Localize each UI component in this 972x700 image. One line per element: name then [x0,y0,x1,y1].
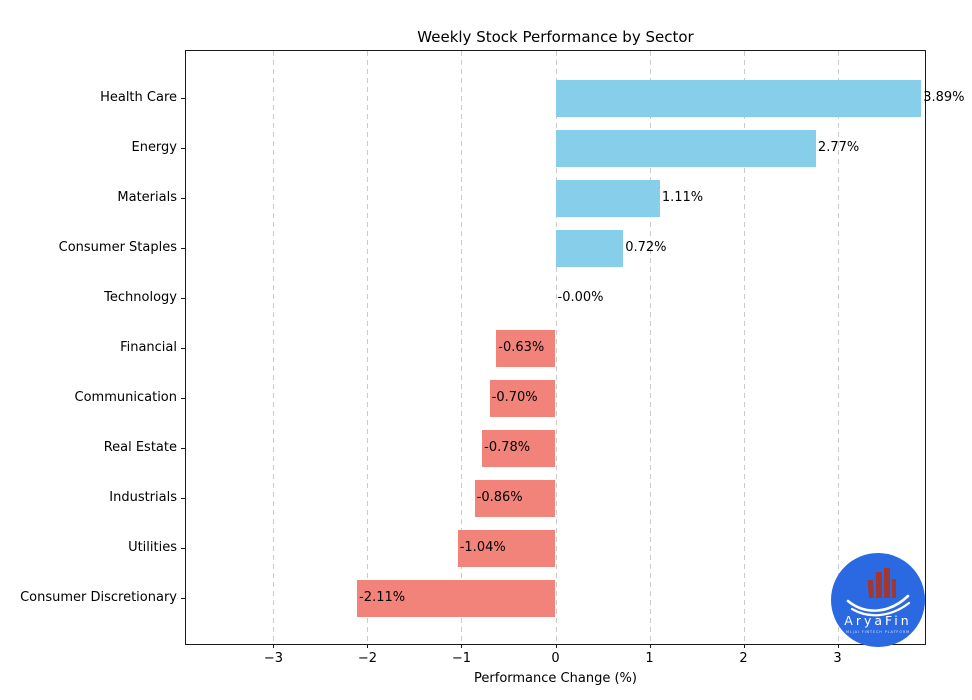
x-tick-mark [273,644,275,648]
y-tick-label: Financial [120,340,177,355]
y-tick-label: Energy [131,140,177,155]
y-tick-label: Utilities [128,540,177,555]
logo-tagline-text: ML|AI FINTECH PLATFORM [846,630,910,634]
y-tick-label: Industrials [109,490,177,505]
bar [457,529,556,567]
gridline [461,51,463,644]
bar-value-label: -0.70% [491,390,538,405]
y-tick-label: Real Estate [103,440,177,455]
gridline [837,51,839,644]
y-tick-mark [181,548,186,549]
bar [555,129,816,167]
y-tick-label: Materials [117,190,177,205]
y-tick-mark [181,148,186,149]
logo-buildings-icon [867,568,896,599]
bar [357,579,556,617]
logo-swoosh-icon [846,594,911,617]
y-tick-label: Health Care [100,90,177,105]
x-tick-label: −1 [451,651,472,666]
bar-value-label: -1.04% [459,540,506,555]
bar-value-label: 1.11% [661,190,704,205]
y-tick-mark [181,298,186,299]
bar [555,79,922,117]
y-tick-mark [181,598,186,599]
bar [474,479,556,517]
y-tick-mark [181,98,186,99]
y-tick-mark [181,498,186,499]
x-tick-mark [367,644,369,648]
y-tick-label: Technology [104,290,177,305]
y-tick-mark [181,248,186,249]
x-tick-label: 2 [739,651,748,666]
bar-value-label: -0.63% [498,340,545,355]
y-tick-mark [181,198,186,199]
bar-value-label: -0.00% [557,290,604,305]
y-tick-label: Consumer Discretionary [20,590,177,605]
bar [489,379,556,417]
bar [555,179,660,217]
y-tick-mark [181,348,186,349]
bar [555,229,624,267]
x-tick-label: 1 [645,651,654,666]
y-tick-label: Consumer Staples [58,240,177,255]
y-tick-mark [181,398,186,399]
x-tick-label: −3 [263,651,284,666]
bar-value-label: -0.86% [476,490,523,505]
bar-value-label: 3.89% [923,90,965,105]
aryafin-logo: AryaFin ML|AI FINTECH PLATFORM [831,553,925,647]
x-tick-label: 3 [833,651,842,666]
x-tick-label: −2 [357,651,378,666]
bar-value-label: -2.11% [359,590,406,605]
plot-area: −3 −2 −1 0 1 2 3 3.89% Health Care 2.77% Energy 1.1… [20,50,965,666]
logo-brand-text: AryaFin [844,613,911,628]
gridline [367,51,369,644]
logo-circle [831,553,925,647]
bar [482,429,556,467]
bar-value-label: -0.78% [484,440,531,455]
x-axis-label: Performance Change (%) [474,671,637,686]
bar-value-label: 2.77% [817,140,860,155]
gridline [743,51,745,644]
chart-title: Weekly Stock Performance by Sector [417,28,694,46]
gridline [649,51,651,644]
x-tick-mark [743,644,745,648]
x-tick-mark [837,644,839,648]
bar-value-label: 0.72% [625,240,667,255]
x-tick-mark [649,644,651,648]
gridline [555,51,557,644]
x-tick-mark [555,644,557,648]
bar [496,329,556,367]
gridline [273,51,275,644]
x-tick-label: 0 [551,651,560,666]
y-tick-label: Communication [74,390,177,405]
x-tick-mark [461,644,463,648]
y-tick-mark [181,448,186,449]
